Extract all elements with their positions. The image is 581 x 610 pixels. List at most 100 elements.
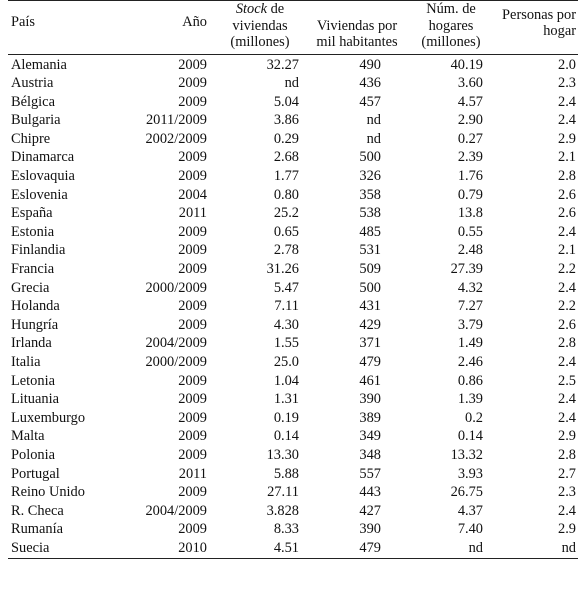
- table-row: Alemania 2009 32.27 490 40.19 2.0: [8, 54, 578, 74]
- cell-anio: 2011/2009: [145, 112, 207, 129]
- cell-pais: Suecia: [11, 539, 50, 556]
- table-row: Hungría 2009 4.30 429 3.79 2.6: [8, 316, 578, 335]
- cell-stock: 1.04: [273, 372, 299, 389]
- cell-hogares: 1.49: [457, 335, 483, 352]
- cell-stock: 0.80: [273, 186, 299, 203]
- cell-personas: 2.8: [558, 446, 576, 463]
- header-stock-italic: Stock: [235, 1, 267, 17]
- cell-stock: 0.65: [273, 223, 299, 240]
- cell-stock: 31.26: [266, 261, 299, 278]
- cell-hogares: 0.14: [457, 428, 483, 445]
- table-row: Malta 2009 0.14 349 0.14 2.9: [8, 427, 578, 446]
- cell-anio: 2009: [178, 242, 207, 259]
- table-row: Eslovenia 2004 0.80 358 0.79 2.6: [8, 186, 578, 205]
- cell-personas: 2.3: [558, 484, 576, 501]
- cell-anio: 2004/2009: [145, 502, 207, 519]
- cell-stock: 25.0: [273, 354, 299, 370]
- cell-hogares: 0.27: [457, 130, 483, 147]
- cell-viviendas: 348: [359, 446, 381, 463]
- cell-viviendas: 509: [359, 261, 381, 278]
- cell-personas: 2.4: [558, 391, 576, 408]
- cell-hogares: 3.60: [457, 75, 483, 92]
- cell-pais: Estonia: [11, 223, 55, 240]
- cell-hogares: 2.48: [457, 242, 483, 259]
- cell-stock: 2.78: [273, 242, 299, 259]
- cell-pais: Rumanía: [11, 521, 63, 538]
- cell-stock: 2.68: [273, 149, 299, 166]
- header-stock-rest: de viviendas (millones): [230, 1, 290, 50]
- cell-pais: Italia: [11, 354, 41, 370]
- table-row: Finlandia 2009 2.78 531 2.48 2.1: [8, 241, 578, 260]
- cell-personas: 2.4: [558, 112, 576, 129]
- cell-hogares: 2.90: [457, 112, 483, 129]
- cell-stock: nd: [284, 75, 299, 92]
- cell-viviendas: 461: [359, 372, 381, 389]
- cell-viviendas: 436: [359, 75, 381, 92]
- cell-anio: 2004: [178, 186, 207, 203]
- cell-personas: 2.7: [558, 465, 576, 482]
- cell-anio: 2009: [178, 298, 207, 315]
- cell-anio: 2000/2009: [145, 279, 207, 296]
- cell-viviendas: 479: [359, 539, 381, 556]
- table-row: Luxemburgo 2009 0.19 389 0.2 2.4: [8, 409, 578, 428]
- table-row: Grecia 2000/2009 5.47 500 4.32 2.4: [8, 279, 578, 298]
- cell-anio: 2009: [178, 391, 207, 408]
- housing-table: País Año Stock de viviendas (millones) V…: [8, 0, 578, 559]
- header-viviendas: Viviendas por mil habitantes: [316, 17, 398, 51]
- cell-stock: 1.31: [273, 391, 299, 408]
- cell-anio: 2009: [178, 75, 207, 92]
- cell-viviendas: 429: [359, 316, 381, 333]
- cell-personas: 2.6: [558, 186, 576, 203]
- cell-stock: 3.828: [266, 502, 299, 519]
- cell-hogares: 0.79: [457, 186, 483, 203]
- cell-anio: 2009: [178, 56, 207, 73]
- cell-anio: 2009: [178, 372, 207, 389]
- cell-personas: 2.6: [558, 205, 576, 222]
- cell-pais: Finlandia: [11, 242, 66, 259]
- cell-stock: 0.19: [273, 409, 299, 426]
- header-hogares: Núm. de hogares (millones): [421, 1, 481, 50]
- cell-pais: Grecia: [11, 279, 50, 296]
- cell-pais: Holanda: [11, 298, 60, 315]
- cell-hogares: 1.39: [457, 391, 483, 408]
- table-header: País Año Stock de viviendas (millones) V…: [8, 0, 578, 55]
- table-row: Portugal 2011 5.88 557 3.93 2.7: [8, 465, 578, 484]
- cell-viviendas: 500: [359, 149, 381, 166]
- cell-personas: 2.4: [558, 502, 576, 519]
- table-row: Irlanda 2004/2009 1.55 371 1.49 2.8: [8, 334, 578, 353]
- cell-viviendas: nd: [366, 112, 381, 129]
- cell-stock: 1.77: [273, 168, 299, 185]
- cell-stock: 27.11: [267, 484, 299, 501]
- cell-stock: 4.51: [273, 539, 299, 556]
- cell-pais: España: [11, 205, 53, 222]
- cell-hogares: 0.2: [465, 409, 483, 426]
- cell-pais: Bélgica: [11, 93, 55, 110]
- cell-viviendas: 490: [359, 56, 381, 73]
- cell-personas: 2.9: [558, 130, 576, 147]
- cell-hogares: 0.86: [457, 372, 483, 389]
- cell-pais: Luxemburgo: [11, 409, 86, 426]
- cell-pais: Polonia: [11, 446, 55, 463]
- table-row: Francia 2009 31.26 509 27.39 2.2: [8, 260, 578, 279]
- header-pais: País: [11, 14, 35, 30]
- cell-viviendas: 427: [359, 502, 381, 519]
- header-stock: Stock de viviendas (millones): [209, 1, 311, 55]
- table-row: R. Checa 2004/2009 3.828 427 4.37 2.4: [8, 502, 578, 521]
- cell-anio: 2002/2009: [145, 130, 207, 147]
- cell-stock: 3.86: [273, 112, 299, 129]
- cell-pais: Francia: [11, 261, 55, 278]
- table-row: Holanda 2009 7.11 431 7.27 2.2: [8, 297, 578, 316]
- cell-hogares: 27.39: [450, 261, 483, 278]
- cell-stock: 5.47: [273, 279, 299, 296]
- table-row: Rumanía 2009 8.33 390 7.40 2.9: [8, 520, 578, 539]
- cell-stock: 5.04: [273, 93, 299, 110]
- cell-hogares: 7.40: [457, 521, 483, 538]
- table-row: Reino Unido 2009 27.11 443 26.75 2.3: [8, 483, 578, 502]
- cell-viviendas: nd: [366, 130, 381, 147]
- cell-viviendas: 390: [359, 521, 381, 538]
- table-row: Chipre 2002/2009 0.29 nd 0.27 2.9: [8, 130, 578, 149]
- cell-personas: 2.6: [558, 316, 576, 333]
- cell-personas: 2.8: [558, 335, 576, 352]
- cell-stock: 7.11: [274, 298, 299, 315]
